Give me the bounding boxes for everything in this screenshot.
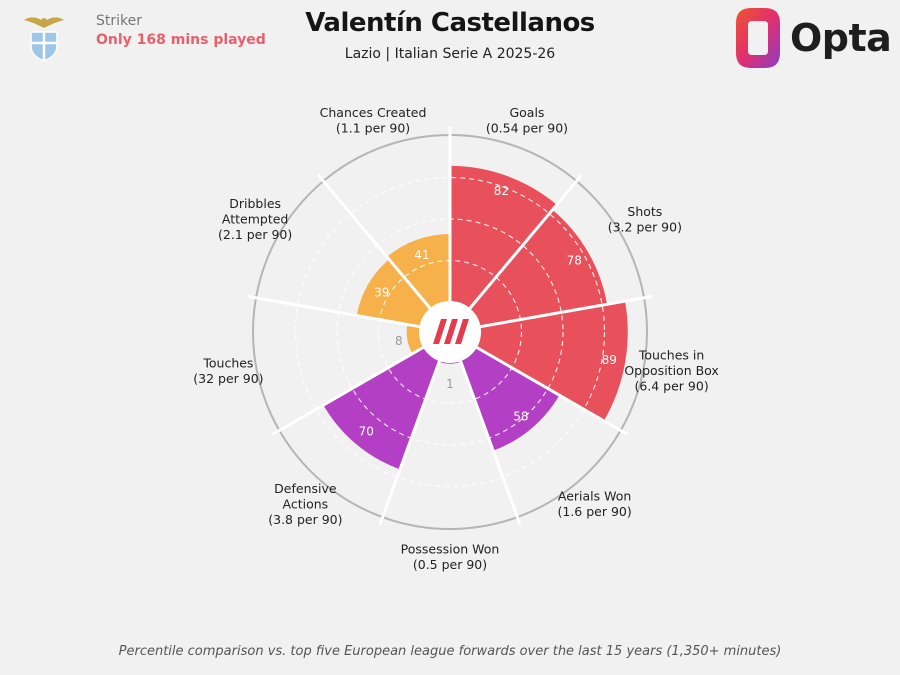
club-crest-icon	[24, 17, 64, 62]
separator-line	[468, 173, 583, 310]
separator-line	[479, 294, 653, 329]
separator-line	[247, 294, 421, 329]
value-label-chances-created: 41	[414, 248, 429, 262]
footnote: Percentile comparison vs. top five Europ…	[118, 644, 782, 659]
header-left: Striker Only 168 mins played	[22, 10, 266, 62]
separator-line	[475, 345, 629, 436]
bar-shots	[469, 209, 608, 327]
axis-label-line: Touches in	[638, 348, 704, 363]
axis-label-line: Possession Won	[401, 541, 500, 556]
value-label-aerials-won: 58	[513, 409, 528, 423]
axis-label-line: Opposition Box	[624, 363, 719, 378]
minutes-warning: Only 168 mins played	[96, 32, 266, 48]
axis-label-line: Dribbles	[229, 196, 281, 211]
axis-label-line: (2.1 per 90)	[218, 227, 292, 242]
axis-label-line: Touches	[202, 355, 253, 370]
opta-logo-icon	[736, 8, 780, 68]
axis-label-line: Chances Created	[320, 105, 427, 120]
separator-line	[458, 359, 522, 526]
axis-label-line: (3.8 per 90)	[268, 512, 342, 527]
axis-label-line: (32 per 90)	[193, 371, 263, 386]
center-logo-icon	[433, 319, 469, 344]
value-label-goals: 82	[494, 184, 509, 198]
axis-label-line: Aerials Won	[558, 489, 631, 504]
separator-line	[378, 359, 442, 526]
axis-label-line: (3.2 per 90)	[608, 219, 682, 234]
value-label-defensive: 70	[359, 425, 374, 439]
axis-label-line: Attempted	[222, 212, 288, 227]
bar-chances-created	[386, 233, 450, 310]
bar-dribbles	[356, 259, 431, 327]
value-label-possession-won: 1	[446, 377, 454, 391]
axis-label-line: Shots	[627, 204, 662, 219]
axis-label-line: (0.5 per 90)	[413, 557, 487, 572]
bar-possession-won	[439, 360, 461, 364]
player-role: Striker	[96, 13, 142, 29]
value-label-touches: 8	[395, 334, 403, 348]
axis-label-line: Goals	[509, 105, 544, 120]
axis-label-line: Defensive	[274, 481, 337, 496]
axis-label-line: (6.4 per 90)	[634, 379, 708, 394]
brand-name: Opta	[790, 16, 892, 60]
axis-label-line: Actions	[283, 496, 329, 511]
bar-touches-in	[475, 301, 628, 421]
value-label-shots: 78	[567, 253, 582, 267]
axis-label-line: (1.1 per 90)	[336, 120, 410, 135]
guide-ring-75	[294, 176, 606, 488]
separator-line	[271, 345, 425, 436]
axis-label-line: (1.6 per 90)	[558, 504, 632, 519]
separator-line	[317, 173, 432, 310]
page-title: Valentín Castellanos	[305, 8, 595, 38]
bar-goals	[450, 165, 557, 310]
value-label-touches-in: 89	[602, 353, 617, 367]
axis-label-line: (0.54 per 90)	[486, 120, 568, 135]
value-label-dribbles: 39	[374, 286, 389, 300]
brand-logo: Opta	[734, 6, 892, 70]
page-subtitle: Lazio | Italian Serie A 2025-26	[344, 46, 556, 62]
